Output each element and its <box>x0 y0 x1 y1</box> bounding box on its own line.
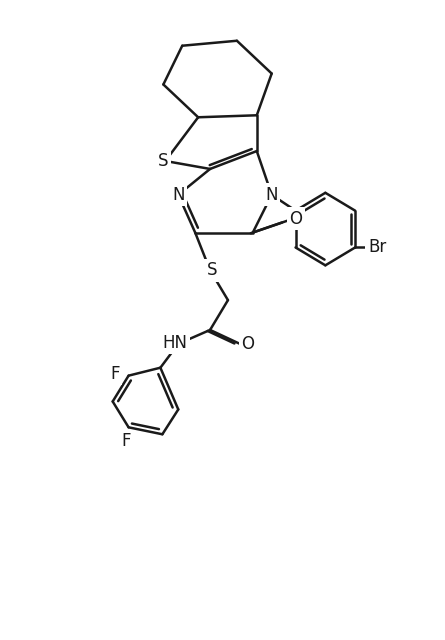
Text: Br: Br <box>368 239 386 257</box>
Text: HN: HN <box>163 334 188 352</box>
Text: N: N <box>172 186 185 204</box>
Text: S: S <box>158 152 169 170</box>
Text: F: F <box>122 432 131 450</box>
Text: O: O <box>241 335 255 353</box>
Text: O: O <box>289 210 302 228</box>
Text: F: F <box>110 365 119 383</box>
Text: S: S <box>207 261 217 279</box>
Text: N: N <box>265 186 278 204</box>
